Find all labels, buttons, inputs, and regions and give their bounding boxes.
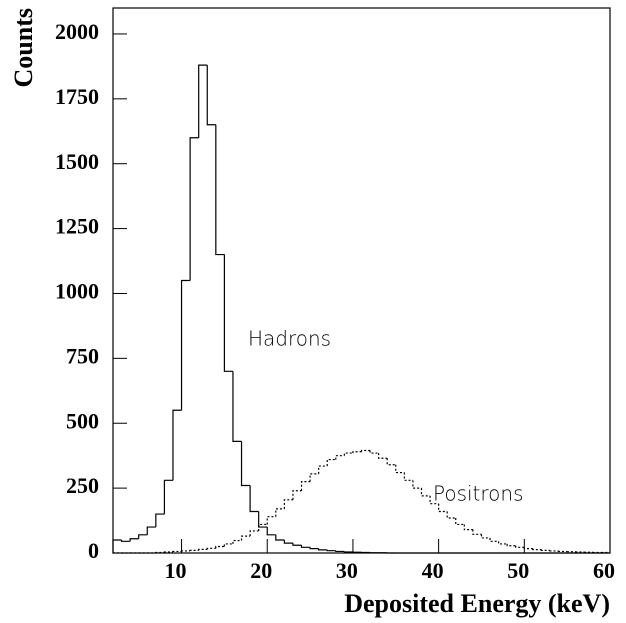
histogram-bin [343, 452, 353, 456]
histogram-bin [129, 538, 139, 542]
histogram-bin [343, 551, 353, 553]
histogram-bin [420, 488, 431, 497]
histogram-bin [309, 473, 319, 482]
y-tick-label: 1750 [55, 84, 99, 109]
series-label: Positrons [433, 482, 524, 506]
histogram-bin [395, 464, 405, 474]
histogram-bin [335, 455, 345, 460]
y-tick-label: 500 [66, 408, 99, 433]
histogram-bin [540, 549, 551, 552]
histogram-bin [309, 547, 319, 550]
x-tick-label: 40 [422, 558, 444, 583]
histogram-bin [172, 550, 182, 553]
histogram-bin [163, 551, 173, 553]
y-axis-label: Counts [9, 8, 38, 87]
histogram-bin [472, 529, 482, 535]
histogram-bin [463, 524, 473, 531]
histogram-bin [223, 254, 233, 372]
histogram-bin [258, 511, 268, 528]
histogram-bin [283, 499, 293, 509]
series-label: Hadrons [248, 327, 331, 351]
y-tick-label: 2000 [55, 19, 99, 44]
y-tick-label: 750 [66, 343, 99, 368]
histogram-bin [223, 543, 233, 547]
y-tick-label: 1250 [55, 214, 99, 239]
histogram-bin [198, 64, 208, 138]
histogram-bin [412, 480, 422, 489]
histogram-bin [446, 511, 456, 519]
histogram-bin [232, 539, 242, 544]
histogram-bin [240, 535, 251, 541]
histogram-bin [506, 543, 516, 547]
histogram-bin [172, 409, 182, 481]
histogram-bin [163, 479, 173, 515]
histogram-bin [480, 534, 491, 539]
histogram-bin [198, 548, 208, 551]
histogram-bin [275, 508, 285, 517]
histogram-bin [318, 465, 328, 474]
histogram-bin [498, 541, 508, 545]
histogram-bin [352, 451, 362, 454]
histogram-bin [549, 550, 559, 552]
histogram-bin [189, 137, 199, 281]
histogram-bin [266, 516, 276, 525]
histogram-bin [189, 549, 199, 552]
histogram-bin [455, 517, 465, 526]
x-tick-label: 20 [250, 558, 272, 583]
histogram-bin [438, 503, 448, 513]
histogram-bin [532, 548, 542, 551]
y-tick-label: 1000 [55, 279, 99, 304]
y-tick-label: 1500 [55, 149, 99, 174]
histogram-bin [215, 124, 225, 256]
histogram-bin [300, 545, 311, 548]
histogram-bin [275, 534, 285, 541]
histogram-bin [206, 65, 216, 126]
histogram-bin [180, 279, 191, 411]
y-tick-label: 250 [66, 473, 99, 498]
histogram-bin [292, 543, 302, 546]
histogram-bin [292, 490, 302, 500]
histogram-bin [378, 453, 388, 459]
histogram-bin [557, 550, 568, 553]
histogram-bin [515, 545, 525, 548]
histogram-bin [386, 458, 396, 466]
x-tick-label: 30 [336, 558, 358, 583]
histogram-bin [249, 485, 259, 513]
y-tick-label: 0 [88, 538, 99, 563]
histogram-bin [369, 450, 379, 454]
x-tick-label: 50 [507, 558, 529, 583]
histogram-bin [138, 534, 148, 539]
histogram-bin [360, 449, 371, 452]
histogram-bin [146, 526, 156, 535]
histogram-bin [155, 513, 165, 528]
histogram-bin [180, 550, 191, 552]
histogram-bin [215, 545, 225, 549]
histogram-bin [403, 472, 413, 481]
histogram-bin [300, 481, 311, 491]
histogram-bin [155, 551, 165, 554]
histogram-bin [249, 530, 259, 537]
histogram-bin [232, 371, 242, 443]
x-tick-label: 60 [593, 558, 615, 583]
histogram-bin [120, 540, 131, 542]
histogram-bin [429, 495, 439, 505]
histogram-bin [266, 527, 276, 536]
histogram-bin [112, 539, 122, 553]
histogram-bin [335, 550, 345, 553]
histogram-bin [326, 549, 336, 552]
histogram-bin [206, 547, 216, 550]
histogram-bin [240, 441, 251, 487]
histogram-bin [283, 540, 293, 544]
x-tick-label: 10 [165, 558, 187, 583]
histogram-bin [318, 548, 328, 551]
histogram-bin [258, 523, 268, 531]
histogram-bin [326, 458, 336, 467]
x-axis-label: Deposited Energy (keV) [344, 589, 610, 618]
histogram-bin [523, 547, 533, 550]
histogram-bin [489, 537, 499, 542]
